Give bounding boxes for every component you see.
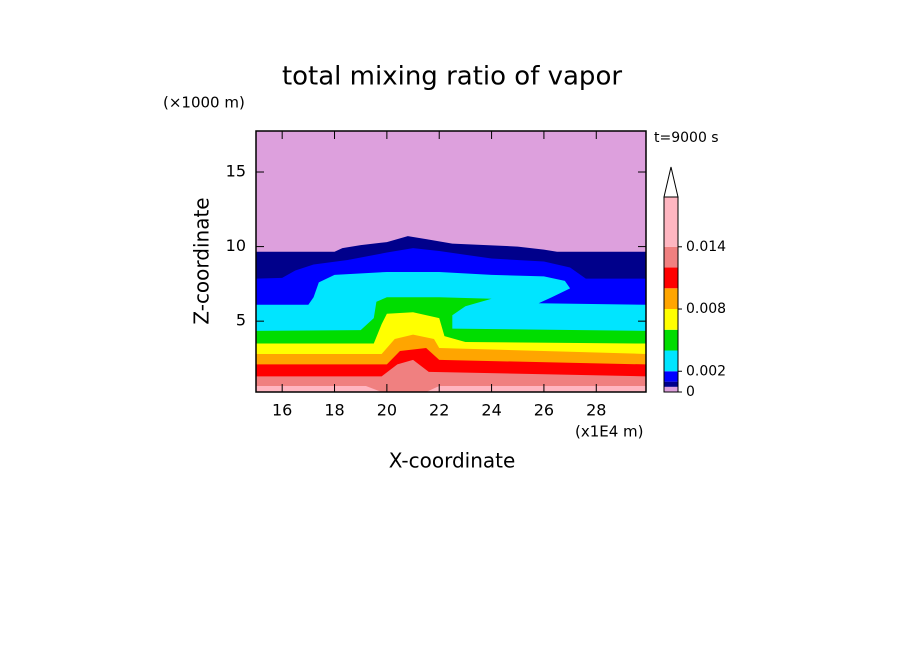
y-tick-label: 15: [226, 162, 246, 181]
time-label: t=9000 s: [654, 130, 719, 146]
colorbar-band: [664, 197, 678, 247]
colorbar-extend: [663, 166, 679, 198]
x-unit: (x1E4 m): [575, 423, 644, 441]
x-tick-label: 22: [429, 401, 449, 420]
colorbar-band: [664, 329, 678, 351]
colorbar-frame: [663, 196, 679, 393]
colorbar-band: [664, 288, 678, 310]
x-tick-label: 24: [481, 401, 501, 420]
colorbar-band: [664, 381, 678, 387]
y-axis-label: Z-coordinate: [190, 197, 214, 324]
colorbar-band: [664, 350, 678, 372]
x-tick-label: 26: [534, 401, 554, 420]
colorbar-tick-label: 0.014: [686, 239, 726, 255]
chart-title: total mixing ratio of vapor: [282, 62, 622, 92]
y-unit: (×1000 m): [163, 94, 245, 112]
colorbar-tick-label: 0.008: [686, 301, 726, 317]
colorbar-band: [664, 371, 678, 382]
colorbar-band: [664, 267, 678, 289]
y-tick-label: 5: [236, 311, 246, 330]
contour-region: [256, 386, 646, 392]
x-axis-label: X-coordinate: [389, 449, 516, 473]
colorbar-tick-label: 0.002: [686, 363, 726, 379]
colorbar-band: [664, 246, 678, 268]
contour-region: [256, 359, 646, 392]
colorbar-tick-label: 0: [686, 384, 695, 400]
y-tick-label: 10: [226, 236, 246, 255]
x-tick-label: 16: [272, 401, 292, 420]
plot-frame: [255, 130, 647, 393]
colorbar-band: [664, 386, 678, 392]
x-tick-label: 18: [324, 401, 344, 420]
colorbar-band: [664, 309, 678, 330]
x-tick-label: 20: [377, 401, 397, 420]
x-tick-label: 28: [586, 401, 606, 420]
